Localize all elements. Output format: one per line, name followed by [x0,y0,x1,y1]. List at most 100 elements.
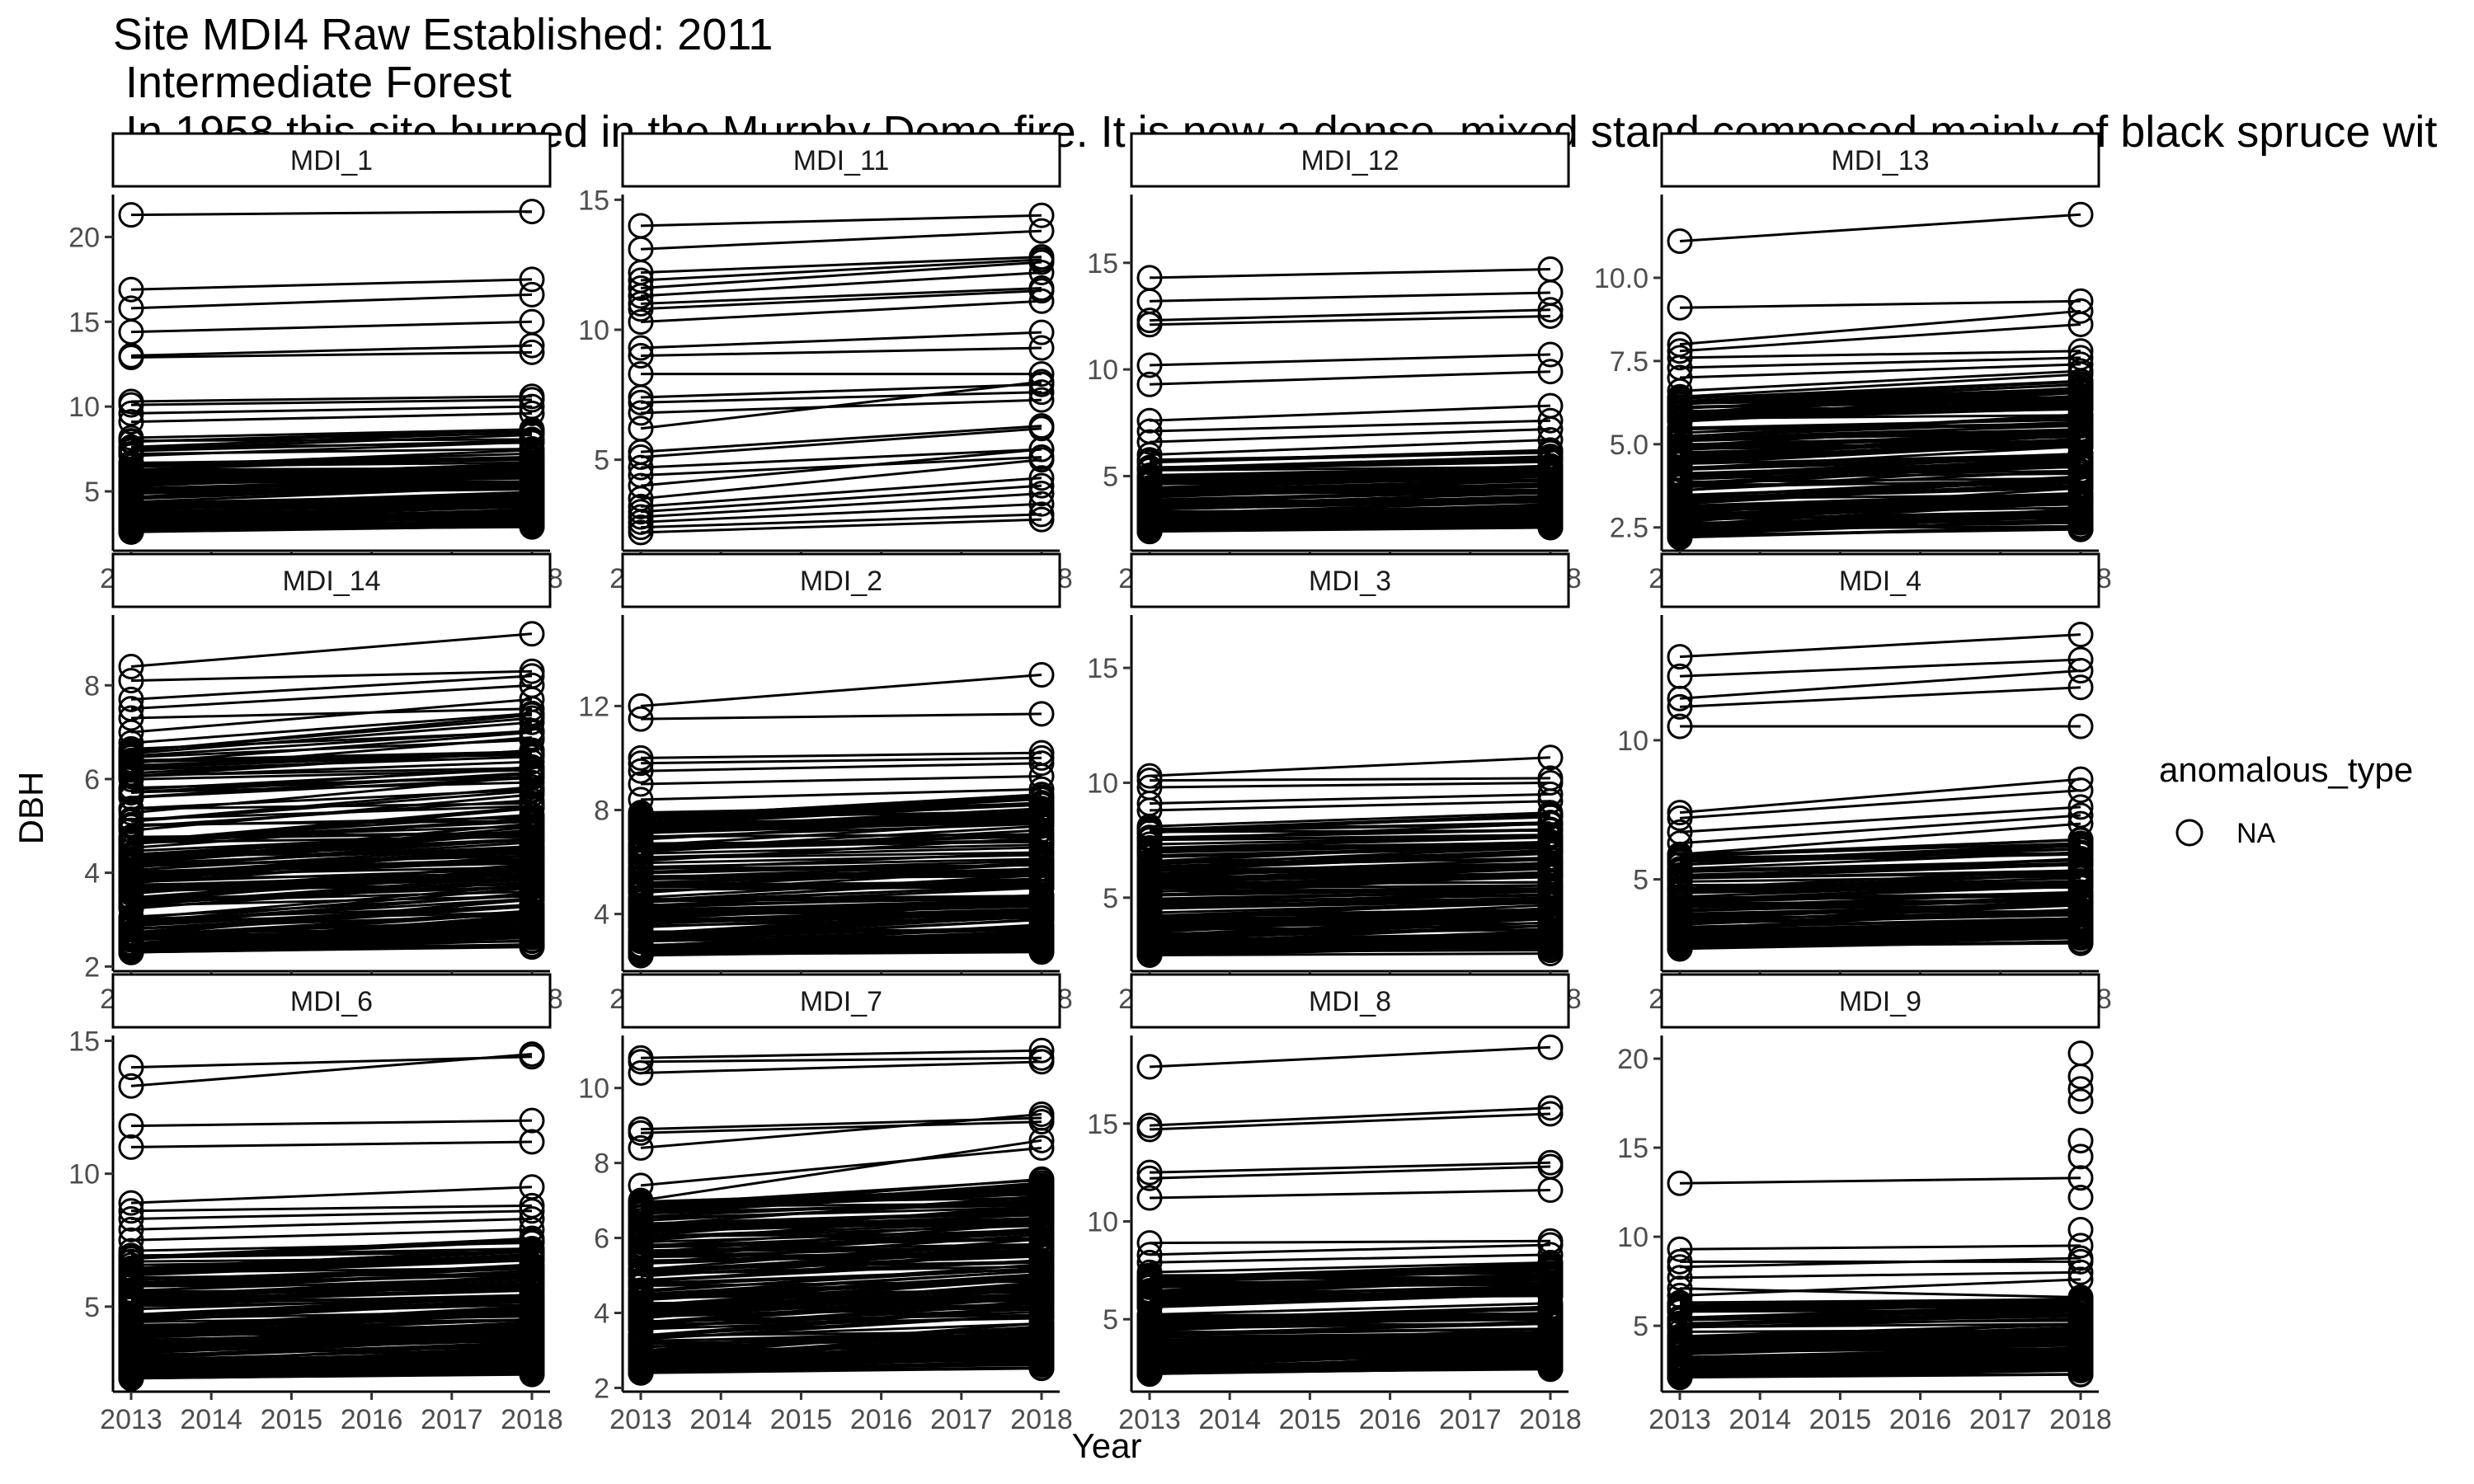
tree-line [640,803,1042,815]
tree-line [640,383,1042,399]
tree-line [640,871,1042,884]
tree-line [130,1341,533,1360]
tree-line [1149,846,1551,851]
tree-line [1679,686,2081,708]
point-2018 [519,436,545,463]
point-2018 [2067,906,2094,932]
tree-lines [130,210,533,533]
tree-line [1149,314,1551,326]
point-2018 [1537,824,1564,850]
x-tick-label: 2013 [1649,1404,1711,1435]
tree-line [1679,1323,2081,1338]
y-tick-label: 2.5 [1610,513,1649,544]
tree-line [1679,869,2081,881]
tree-line [1679,397,2081,421]
point-2013 [118,865,144,891]
point-2018 [519,749,545,775]
point-2018 [519,1107,545,1134]
tree-line [1679,895,2081,901]
tree-line [640,518,1042,534]
point-2018 [519,1310,545,1336]
point-2018 [1028,1343,1055,1369]
tree-line [1679,519,2081,526]
tree-line [640,935,1042,952]
y-tick-label: 10 [1617,726,1649,757]
tree-line [1679,1319,2081,1325]
point-2013 [628,860,654,886]
x-tick-label: 2013 [609,1404,672,1435]
tree-line [130,1300,533,1320]
point-2018 [2067,358,2094,384]
point-2013 [118,1245,144,1271]
tree-line [640,256,1042,275]
point-2018 [519,489,545,515]
panel-strip [111,973,552,1029]
point-2013 [118,465,144,491]
tree-line [130,869,533,893]
point-2018 [1537,359,1564,385]
tree-line [1149,1331,1551,1340]
tree-line [640,918,1042,942]
tree-line [1679,1334,2081,1340]
tree-line [1679,658,2081,678]
tree-line [130,1329,533,1351]
point-2013 [1136,371,1163,397]
panel-strip-label: MDI_6 [290,986,373,1017]
tree-line [640,1313,1042,1323]
title-line-2: Intermediate Forest [113,58,511,107]
tree-points [1136,1034,1564,1388]
tree-line [1679,777,2081,815]
point-2013 [628,519,654,546]
point-2018 [1028,465,1055,491]
tree-line [640,897,1042,907]
point-2018 [1028,218,1055,244]
tree-line [130,405,533,415]
point-2013 [118,1205,144,1232]
point-2018 [1537,800,1564,826]
point-2018 [1028,387,1055,413]
tree-line [640,796,1042,818]
point-2018 [1537,887,1564,913]
panel-strip [111,132,552,188]
point-2018 [1028,260,1055,286]
point-2018 [2067,802,2094,829]
tree-line [640,812,1042,835]
point-2013 [628,920,654,946]
tree-line [130,946,533,954]
point-2018 [1028,822,1055,848]
point-2013 [1667,511,1693,538]
x-tick-label: 2013 [1118,1404,1181,1435]
panel-strip-label: MDI_2 [800,566,882,597]
tree-line [640,1284,1042,1317]
tree-line [1679,842,2081,857]
tree-line [1149,1275,1551,1280]
tree-line [1679,456,2081,472]
tree-line [130,467,533,472]
tree-lines [1679,633,2081,951]
point-2013 [1136,429,1163,455]
point-2013 [118,1304,144,1331]
tree-line [1149,1239,1551,1245]
point-2013 [118,428,144,454]
point-2018 [519,1283,545,1309]
tree-line [640,870,1042,881]
tree-line [1149,1292,1551,1309]
point-2018 [1537,834,1564,861]
tree-line [1679,862,2081,874]
point-2013 [628,1339,654,1365]
point-2018 [1028,1172,1055,1199]
point-2018 [2067,508,2094,534]
panel-strip-label: MDI_13 [1831,145,1929,176]
point-2018 [1028,472,1055,499]
panel-strip-label: MDI_7 [800,986,882,1017]
tree-line [130,632,533,669]
point-2018 [1537,788,1564,815]
tree-line [640,775,1042,786]
x-tick-label: 2015 [1279,1404,1342,1435]
point-2013 [118,392,144,418]
point-2013 [628,1205,654,1231]
point-2013 [1136,926,1163,952]
tree-line [640,810,1042,833]
tree-line [1149,863,1551,875]
point-2018 [519,901,545,928]
